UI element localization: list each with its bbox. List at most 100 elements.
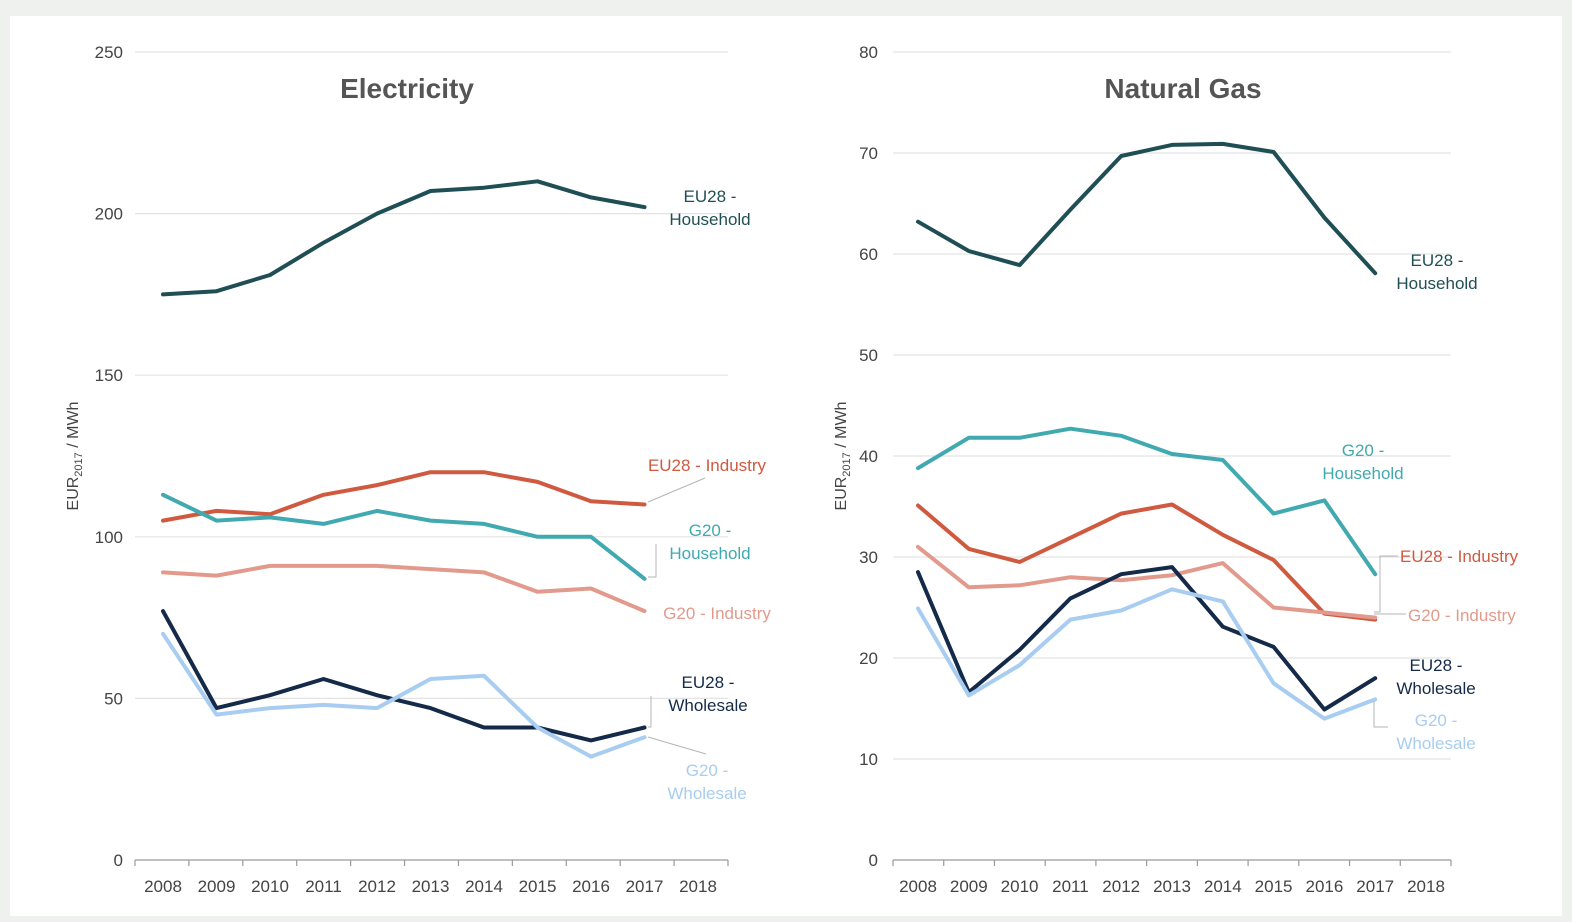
y-tick-label: 40 — [859, 447, 878, 466]
data-point-g20-household — [214, 519, 219, 523]
y-axis-label: EUR2017 / MWh — [65, 402, 85, 511]
data-point-g20-household — [1119, 434, 1123, 438]
data-point-g20-household — [375, 509, 379, 513]
data-point-eu28-wholesale — [1373, 676, 1377, 680]
data-point-eu28-household — [1272, 150, 1276, 154]
series-line-eu28-household — [916, 141, 1378, 276]
data-point-eu28-industry — [214, 509, 219, 513]
series-label-line: Wholesale — [667, 784, 746, 803]
data-point-g20-industry — [1018, 583, 1022, 587]
data-point-eu28-industry — [535, 480, 540, 484]
data-point-eu28-wholesale — [1170, 565, 1174, 569]
data-point-eu28-wholesale — [1068, 596, 1072, 601]
series-label-g20-household: G20 - Household — [669, 521, 750, 563]
series-label-line: G20 - — [689, 521, 732, 540]
series-line-g20-wholesale — [161, 631, 647, 759]
data-point-g20-household — [967, 436, 971, 440]
leader-line-g20-household — [648, 544, 657, 578]
data-point-eu28-wholesale — [375, 693, 379, 697]
data-point-g20-industry — [916, 545, 920, 549]
data-point-g20-industry — [967, 585, 971, 589]
data-point-eu28-household — [1170, 143, 1174, 147]
data-point-g20-industry — [1170, 573, 1174, 577]
x-tick-label: 2015 — [1255, 877, 1293, 896]
data-point-eu28-household — [321, 241, 326, 245]
data-point-g20-industry — [375, 564, 379, 568]
data-point-g20-wholesale — [1221, 599, 1225, 604]
data-point-eu28-wholesale — [161, 609, 165, 613]
series-line-eu28-industry — [916, 502, 1378, 622]
series-label-eu28-household: EU28 - Household — [669, 187, 750, 229]
data-point-eu28-household — [375, 212, 379, 216]
y-tick-label: 0 — [114, 851, 123, 870]
data-point-g20-industry — [1221, 561, 1225, 565]
data-point-eu28-household — [214, 289, 219, 293]
y-tick-label: 250 — [95, 43, 123, 62]
data-point-g20-industry — [428, 567, 433, 571]
data-point-eu28-household — [1018, 263, 1022, 267]
data-point-eu28-industry — [482, 470, 486, 474]
data-point-eu28-household — [482, 186, 486, 190]
series-label-line: Household — [669, 544, 750, 563]
data-point-eu28-industry — [1221, 533, 1225, 537]
data-point-eu28-household — [1119, 154, 1123, 158]
x-tick-label: 2013 — [412, 877, 450, 896]
data-point-g20-household — [589, 535, 593, 539]
data-point-g20-industry — [1373, 616, 1377, 620]
data-point-g20-wholesale — [1018, 663, 1022, 667]
data-point-g20-household — [268, 515, 272, 520]
data-point-g20-wholesale — [967, 693, 971, 697]
data-point-g20-wholesale — [916, 606, 920, 611]
y-axis-label: EUR2017 / MWh — [833, 402, 853, 511]
series-label-line: EU28 - — [1411, 251, 1464, 270]
data-point-eu28-industry — [967, 547, 971, 551]
data-point-g20-wholesale — [214, 712, 219, 717]
data-point-g20-industry — [535, 590, 540, 594]
data-point-g20-wholesale — [535, 725, 540, 730]
series-label-line: EU28 - — [684, 187, 737, 206]
data-point-eu28-household — [967, 249, 971, 253]
data-point-g20-industry — [1068, 575, 1072, 579]
data-point-eu28-industry — [375, 483, 379, 487]
leader-line-eu28-wholesale — [648, 696, 652, 728]
natural-gas-chart: 0 10 20 30 40 50 60 70 80 2008 2009 2010 2011 2012 201… — [833, 43, 1519, 896]
x-tick-label: 2009 — [950, 877, 988, 896]
series-label-line: G20 - — [1342, 441, 1385, 460]
data-point-g20-household — [1221, 458, 1225, 462]
data-point-eu28-wholesale — [268, 693, 272, 697]
data-point-g20-industry — [642, 609, 647, 613]
series-label-g20-industry: G20 - Industry — [1408, 606, 1516, 625]
data-point-eu28-industry — [916, 503, 920, 508]
data-point-eu28-industry — [428, 470, 433, 474]
y-tick-label: 30 — [859, 548, 878, 567]
data-point-eu28-household — [1373, 271, 1377, 275]
leader-line-g20-wholesale — [1373, 701, 1388, 728]
data-point-g20-household — [642, 577, 647, 581]
x-tick-label: 2014 — [465, 877, 503, 896]
x-tick-label: 2016 — [1305, 877, 1343, 896]
series-label-line: Household — [669, 210, 750, 229]
y-tick-label: 10 — [859, 750, 878, 769]
series-line-eu28-industry — [161, 470, 647, 523]
data-point-g20-industry — [1322, 610, 1326, 615]
data-point-g20-wholesale — [161, 632, 165, 636]
data-point-g20-wholesale — [428, 677, 433, 681]
leader-line-g20-wholesale — [647, 736, 707, 755]
series-label-g20-household: G20 - Household — [1322, 441, 1403, 483]
data-point-eu28-industry — [1018, 560, 1022, 564]
series-line-g20-industry — [161, 563, 647, 614]
series-line-eu28-household — [161, 179, 647, 297]
data-point-g20-wholesale — [589, 754, 593, 759]
data-point-g20-wholesale — [1068, 618, 1072, 622]
data-point-eu28-industry — [589, 499, 593, 503]
y-axis-label-subscript: 2017 — [841, 452, 853, 476]
series-label-line: Wholesale — [1396, 734, 1475, 753]
data-point-g20-wholesale — [268, 706, 272, 710]
y-tick-label: 100 — [95, 528, 123, 547]
data-point-g20-household — [161, 493, 165, 497]
data-point-g20-household — [1068, 427, 1072, 431]
data-point-g20-wholesale — [1170, 587, 1174, 591]
chart-frame: 0 50 100 150 200 250 2008 2009 2010 2011 2012 2013 2… — [10, 16, 1562, 916]
x-tick-label: 2013 — [1153, 877, 1191, 896]
x-tick-label: 2017 — [1356, 877, 1394, 896]
